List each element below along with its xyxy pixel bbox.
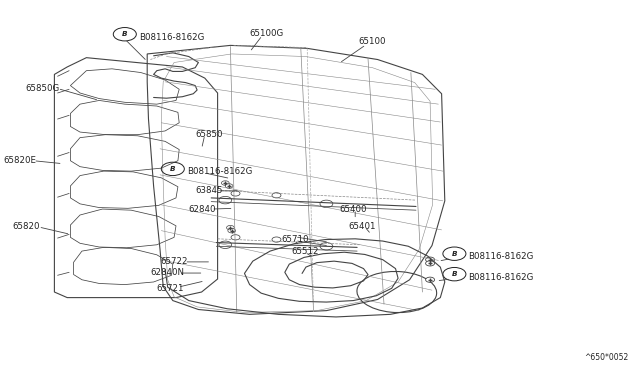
Circle shape bbox=[221, 181, 229, 185]
Circle shape bbox=[219, 241, 232, 248]
Text: 65401: 65401 bbox=[349, 222, 376, 231]
Text: B08116-8162G: B08116-8162G bbox=[468, 252, 534, 261]
Circle shape bbox=[320, 200, 333, 208]
Text: 65850G: 65850G bbox=[26, 84, 60, 93]
Text: 65850: 65850 bbox=[195, 130, 223, 139]
Text: 62840: 62840 bbox=[189, 205, 216, 214]
Text: 65820E: 65820E bbox=[3, 156, 36, 165]
Circle shape bbox=[219, 196, 232, 204]
Text: 62840N: 62840N bbox=[150, 268, 184, 277]
Text: 65721: 65721 bbox=[157, 284, 184, 293]
Circle shape bbox=[426, 261, 435, 266]
Text: B08116-8162G: B08116-8162G bbox=[139, 33, 204, 42]
Text: B: B bbox=[170, 166, 175, 172]
Text: B: B bbox=[452, 251, 457, 257]
Text: 65100: 65100 bbox=[358, 37, 386, 46]
Text: 65722: 65722 bbox=[160, 257, 188, 266]
Text: 65400: 65400 bbox=[339, 205, 367, 214]
Circle shape bbox=[426, 277, 435, 282]
Text: 63845: 63845 bbox=[195, 186, 223, 195]
Circle shape bbox=[426, 257, 435, 262]
Text: B: B bbox=[452, 271, 457, 277]
Circle shape bbox=[320, 243, 333, 250]
Text: B08116-8162G: B08116-8162G bbox=[468, 273, 534, 282]
Circle shape bbox=[228, 228, 236, 233]
Text: ^650*0052: ^650*0052 bbox=[584, 353, 628, 362]
Text: B08116-8162G: B08116-8162G bbox=[187, 167, 252, 176]
Circle shape bbox=[225, 184, 233, 188]
Text: 65820: 65820 bbox=[13, 222, 40, 231]
Circle shape bbox=[227, 225, 234, 230]
Text: 65512: 65512 bbox=[291, 247, 319, 256]
Text: 65100G: 65100G bbox=[250, 29, 284, 38]
Text: 65710: 65710 bbox=[282, 235, 309, 244]
Text: B: B bbox=[122, 31, 127, 37]
